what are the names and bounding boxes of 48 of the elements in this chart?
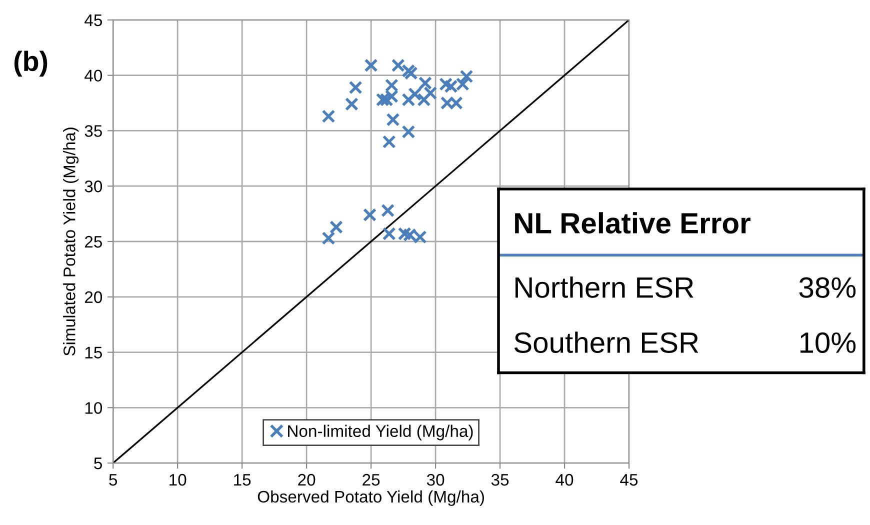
point (386, 112, 400, 126)
point (408, 87, 422, 101)
text: (b) (14, 50, 48, 77)
x-tick-label: 5 (109, 474, 118, 486)
y-tick-label: 25 (84, 236, 102, 248)
y-tick-label: 5 (94, 458, 102, 470)
point (391, 58, 405, 72)
point (364, 58, 378, 72)
y-axis-title: Simulated Potato Yield (Mg/ha) (63, 128, 79, 356)
annotation: Southern ESR (514, 332, 698, 354)
annotation: NL Relative Error (515, 212, 750, 234)
text: 10% (800, 332, 856, 354)
y-tick-label: 35 (84, 125, 102, 137)
point (322, 231, 336, 245)
annotation: Northern ESR (516, 276, 694, 298)
x-tick-label: 25 (362, 474, 380, 486)
x-axis-title: Observed Potato Yield (Mg/ha) (258, 490, 484, 506)
y-tick-label: 45 (84, 14, 102, 26)
y-tick-label: 40 (84, 70, 102, 82)
point (384, 78, 398, 92)
x-tick-label: 45 (620, 474, 638, 486)
x-tick-label: 35 (491, 474, 509, 486)
point (380, 92, 394, 106)
point (424, 86, 438, 100)
point (402, 64, 416, 78)
y-tick-label: 30 (84, 180, 102, 192)
y-tick-label: 15 (85, 346, 102, 358)
point (329, 220, 343, 234)
y-tick-label: 10 (85, 402, 102, 414)
point (404, 66, 418, 80)
x-tick-label: 30 (426, 474, 444, 486)
legend-label: Non-limited Yield (Mg/ha) (288, 424, 473, 440)
y-tick-label: 20 (84, 291, 102, 304)
point (460, 70, 474, 84)
x-tick-label: 20 (298, 474, 316, 486)
point (439, 77, 453, 91)
x-tick-label: 10 (170, 474, 186, 486)
point (418, 76, 432, 90)
x-tick-label: 15 (234, 474, 251, 486)
text: 38% (799, 277, 856, 298)
point (382, 135, 396, 149)
point (322, 110, 336, 124)
point (402, 125, 416, 139)
point (344, 97, 358, 111)
x-tick-label: 40 (556, 474, 574, 486)
point (381, 204, 395, 218)
point (362, 208, 377, 222)
point (348, 80, 362, 94)
